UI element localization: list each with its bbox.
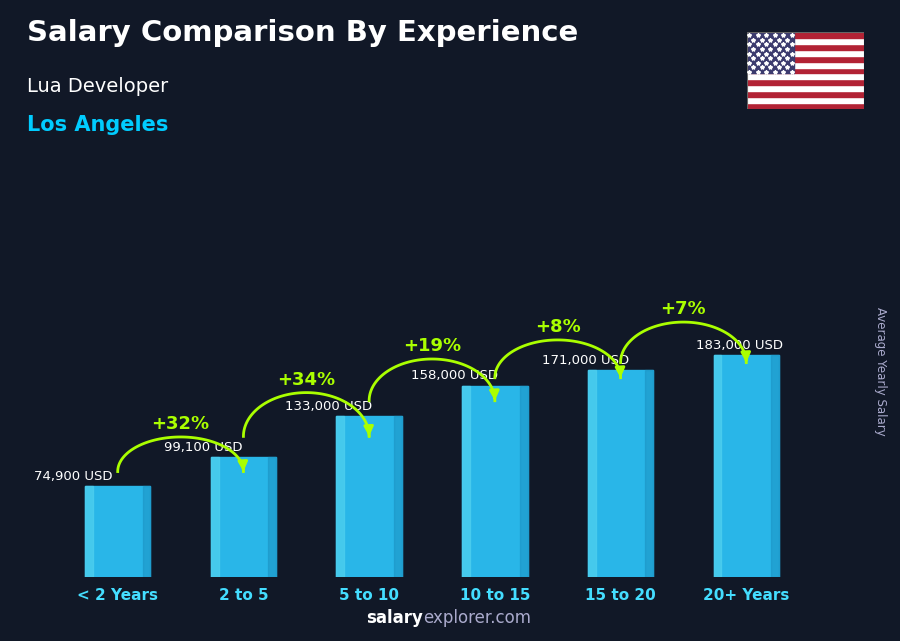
Bar	[394, 416, 401, 577]
Bar	[85, 487, 93, 577]
Text: 158,000 USD: 158,000 USD	[411, 369, 498, 382]
Text: +34%: +34%	[277, 370, 336, 388]
Bar	[142, 487, 150, 577]
Bar	[747, 91, 864, 97]
Text: +7%: +7%	[661, 300, 707, 318]
Text: 171,000 USD: 171,000 USD	[542, 354, 629, 367]
Bar	[519, 386, 527, 577]
Bar	[268, 457, 276, 577]
Bar	[747, 32, 794, 74]
Bar	[747, 56, 864, 62]
Bar	[771, 355, 779, 577]
Text: Lua Developer: Lua Developer	[27, 77, 168, 96]
Text: Average Yearly Salary: Average Yearly Salary	[874, 308, 886, 436]
Text: explorer.com: explorer.com	[423, 609, 531, 627]
Bar	[85, 487, 150, 577]
Bar	[747, 50, 864, 56]
Bar	[714, 355, 722, 577]
Bar	[747, 103, 864, 109]
Bar	[337, 416, 345, 577]
Text: 74,900 USD: 74,900 USD	[34, 470, 113, 483]
Bar	[747, 32, 864, 38]
Bar	[747, 74, 864, 79]
Text: Los Angeles: Los Angeles	[27, 115, 168, 135]
Text: +8%: +8%	[535, 318, 581, 336]
Bar	[588, 370, 653, 577]
Text: salary: salary	[366, 609, 423, 627]
Bar	[463, 386, 470, 577]
Bar	[747, 79, 864, 85]
Text: 133,000 USD: 133,000 USD	[285, 399, 373, 413]
Bar	[337, 416, 401, 577]
Bar	[747, 62, 864, 67]
Bar	[211, 457, 219, 577]
Text: +19%: +19%	[403, 337, 461, 355]
Text: Salary Comparison By Experience: Salary Comparison By Experience	[27, 19, 578, 47]
Bar	[747, 97, 864, 103]
Bar	[747, 44, 864, 50]
Text: +32%: +32%	[151, 415, 210, 433]
Text: 183,000 USD: 183,000 USD	[697, 339, 784, 352]
Text: 99,100 USD: 99,100 USD	[164, 440, 242, 454]
Bar	[747, 67, 864, 74]
Bar	[747, 38, 864, 44]
Bar	[211, 457, 276, 577]
Bar	[747, 85, 864, 91]
Bar	[645, 370, 653, 577]
Bar	[588, 370, 596, 577]
Bar	[463, 386, 527, 577]
Bar	[714, 355, 779, 577]
